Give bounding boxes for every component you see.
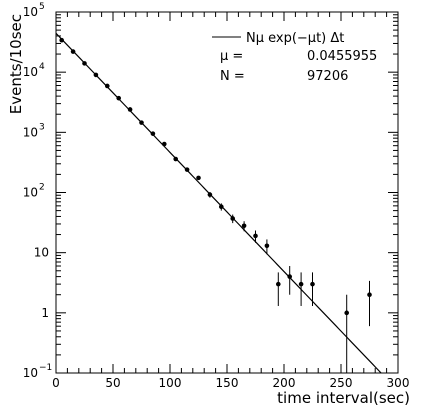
y-tick-label: 10 2 <box>23 183 45 200</box>
data-point <box>207 191 213 198</box>
data-marker <box>219 204 224 210</box>
data-marker <box>184 167 190 172</box>
x-tick-label: 150 <box>216 376 239 390</box>
legend-n-name: N = <box>220 69 245 84</box>
x-tick-label: 200 <box>273 376 296 390</box>
data-point <box>196 175 201 181</box>
data-marker <box>93 72 99 78</box>
fit-curve <box>56 32 382 373</box>
data-point <box>105 83 110 89</box>
y-tick-label: 10 −1 <box>23 363 53 380</box>
data-marker <box>264 243 270 249</box>
data-point <box>241 221 247 232</box>
data-point <box>70 49 76 54</box>
data-point <box>230 214 235 224</box>
x-tick-label: 100 <box>159 376 182 390</box>
data-marker <box>367 292 372 298</box>
data-marker <box>59 37 64 43</box>
legend: Nμ exp(−μt) Δt μ = 0.0455955 N = 97206 <box>212 31 377 84</box>
plot-content <box>56 32 382 373</box>
data-point <box>116 95 121 101</box>
y-tick-base: 10 <box>23 366 38 380</box>
y-tick-label: 10 4 <box>23 62 45 79</box>
y-axis-title: Events/10sec <box>7 14 25 114</box>
data-point <box>287 266 293 295</box>
data-marker <box>230 216 235 221</box>
data-marker <box>241 223 247 229</box>
x-tick-label: 50 <box>105 376 120 390</box>
data-point <box>173 156 178 162</box>
data-point <box>184 167 190 172</box>
data-marker <box>82 61 87 66</box>
x-tick-label: 300 <box>387 376 410 390</box>
legend-n-value: 97206 <box>307 69 348 84</box>
data-marker <box>105 83 110 89</box>
data-point <box>344 294 350 373</box>
data-marker <box>310 281 315 287</box>
data-point <box>276 272 281 306</box>
y-tick-exponent: 3 <box>39 122 45 132</box>
x-axis-title: time interval(sec) <box>277 389 410 407</box>
x-tick-label: 250 <box>330 376 353 390</box>
data-marker <box>150 131 156 136</box>
y-tick-exponent: 5 <box>39 2 45 12</box>
data-point <box>219 203 224 211</box>
data-point <box>253 230 258 243</box>
y-tick-base: 10 <box>23 5 38 19</box>
data-marker <box>287 274 293 279</box>
data-point <box>93 72 99 78</box>
legend-fit-label: Nμ exp(−μt) Δt <box>246 31 344 46</box>
y-tick-exponent: −1 <box>39 363 52 373</box>
x-tick-label: 0 <box>52 376 60 390</box>
data-marker <box>139 120 144 125</box>
y-tick-base: 1 <box>41 306 49 320</box>
y-tick-base: 10 <box>23 125 38 139</box>
y-tick-base: 10 <box>23 186 38 200</box>
legend-mu-value: 0.0455955 <box>307 49 377 64</box>
data-point <box>59 37 64 43</box>
data-point <box>264 239 270 255</box>
data-marker <box>253 233 258 239</box>
x-tick-labels: 0 50 100 150 200 250 300 <box>52 376 409 390</box>
y-tick-label: 10 5 <box>23 2 45 19</box>
y-tick-label: 10 <box>34 246 49 260</box>
data-point <box>82 61 87 66</box>
data-point <box>310 272 315 306</box>
data-marker <box>173 156 178 162</box>
data-point <box>127 107 133 112</box>
y-tick-exponent: 2 <box>39 183 45 193</box>
data-marker <box>276 281 281 287</box>
data-point <box>139 120 144 125</box>
data-marker <box>298 281 304 287</box>
legend-mu-name: μ = <box>220 49 243 64</box>
data-point <box>298 272 304 306</box>
data-marker <box>127 107 133 112</box>
y-tick-exponent: 4 <box>39 62 45 72</box>
axis-ticks <box>55 12 399 374</box>
data-marker <box>207 192 213 197</box>
y-tick-label: 10 3 <box>23 122 45 139</box>
data-marker <box>70 49 76 54</box>
data-marker <box>344 310 350 316</box>
y-tick-label: 1 <box>41 306 49 320</box>
data-marker <box>196 175 201 181</box>
data-point <box>367 280 372 327</box>
data-point <box>150 131 156 136</box>
data-marker <box>162 141 167 147</box>
data-marker <box>116 95 121 101</box>
data-point <box>162 141 167 147</box>
y-tick-base: 10 <box>23 65 38 79</box>
y-tick-base: 10 <box>34 246 49 260</box>
